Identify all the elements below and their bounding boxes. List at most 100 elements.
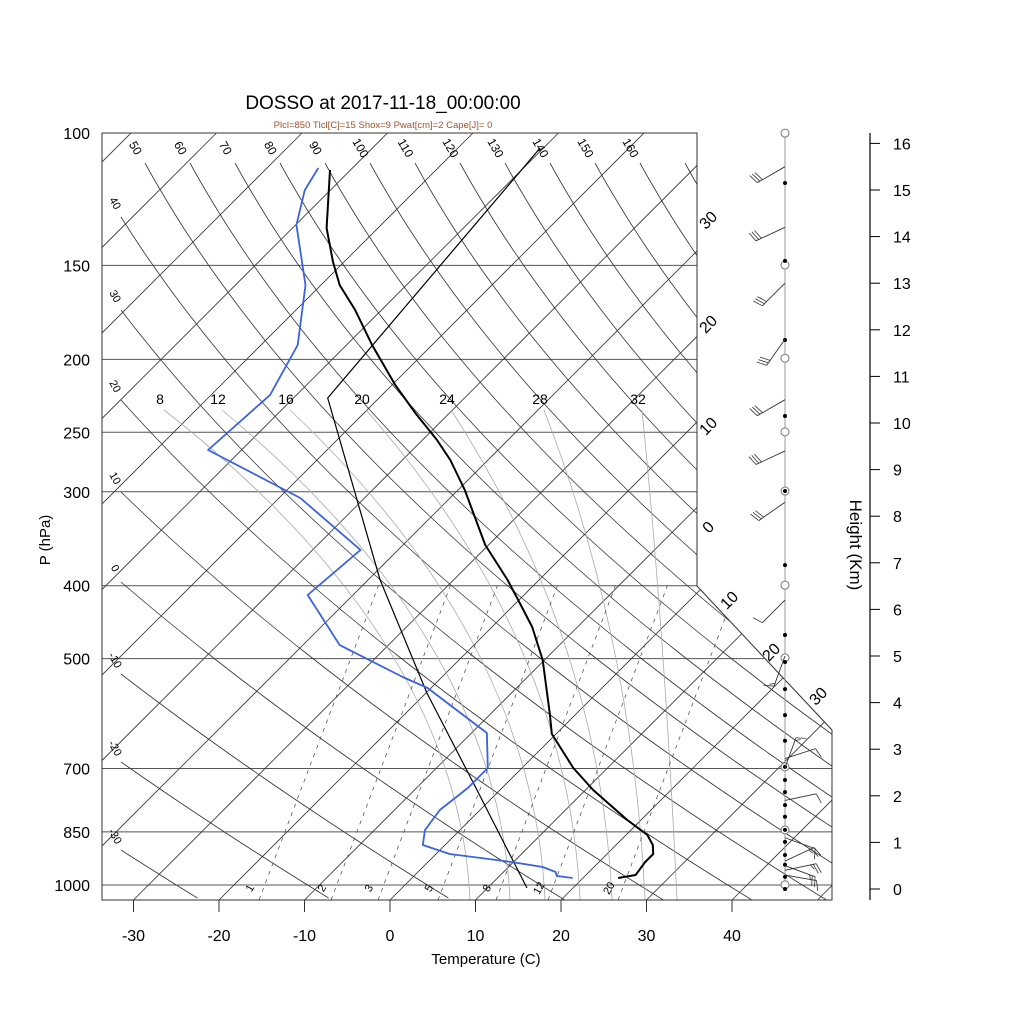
station-dot bbox=[783, 803, 787, 808]
dry-adiabat-line bbox=[189, 162, 832, 900]
wind-barb-feather bbox=[815, 793, 822, 804]
station-circle bbox=[780, 353, 790, 363]
wind-barb bbox=[784, 865, 816, 888]
dry-adiabat-line bbox=[459, 162, 832, 900]
moist-adiabat-line bbox=[163, 409, 471, 900]
dry-adiabat-line bbox=[594, 162, 832, 900]
wind-barb-shaft bbox=[784, 737, 797, 768]
dry-adiabat-label: -30 bbox=[105, 827, 123, 847]
temperature-tick-label: 10 bbox=[467, 928, 485, 945]
wind-profile bbox=[748, 128, 822, 891]
isotherm-line bbox=[560, 133, 832, 900]
station-dot bbox=[783, 814, 787, 819]
pressure-tick-label: 500 bbox=[63, 652, 90, 669]
station-dot bbox=[783, 660, 787, 665]
dry-adiabat-label: 20 bbox=[106, 378, 123, 395]
mixing-ratio-label: 2 bbox=[316, 883, 329, 894]
wind-barb bbox=[784, 748, 822, 759]
temperature-tick-label: 40 bbox=[723, 928, 741, 945]
isotherm-line bbox=[646, 133, 832, 900]
height-tick-label: 1 bbox=[893, 835, 902, 852]
pressure-tick-label: 250 bbox=[63, 425, 90, 442]
temperature-tick-label: -30 bbox=[122, 928, 145, 945]
wind-barb-shaft bbox=[784, 865, 816, 878]
isotherm-line bbox=[102, 133, 388, 900]
moist-adiabat-line bbox=[289, 409, 546, 900]
moist-adiabat-line bbox=[221, 409, 511, 900]
station-dot bbox=[783, 258, 787, 263]
wind-barb bbox=[748, 226, 786, 242]
moist-adiabat-label: 28 bbox=[532, 391, 548, 407]
station-circle bbox=[780, 128, 790, 138]
height-tick-label: 16 bbox=[893, 136, 911, 153]
mixing-ratio-label: 20 bbox=[601, 880, 618, 897]
chart-title: DOSSO at 2017-11-18_00:00:00 bbox=[245, 93, 520, 114]
moist-adiabat-label: 32 bbox=[630, 391, 646, 407]
wind-barb-shaft bbox=[784, 847, 815, 862]
moist-adiabat-line bbox=[641, 409, 678, 900]
wind-barb bbox=[749, 166, 786, 184]
wind-barb-feather bbox=[763, 685, 775, 687]
wind-barb-shaft bbox=[784, 793, 817, 801]
station-dot bbox=[783, 563, 787, 568]
wind-barb bbox=[784, 874, 819, 891]
dry-adiabat-label: 10 bbox=[106, 470, 123, 487]
mixing-ratio-label: 8 bbox=[481, 883, 494, 894]
wind-barb-feather bbox=[814, 876, 816, 888]
wind-barb-feather bbox=[816, 880, 819, 891]
pressure-tick-label: 100 bbox=[63, 126, 90, 143]
height-tick-label: 14 bbox=[893, 230, 911, 247]
wind-barb-shaft bbox=[755, 450, 786, 465]
mixing-ratio-line bbox=[377, 585, 498, 900]
height-tick-label: 8 bbox=[893, 509, 902, 526]
wind-barb bbox=[763, 655, 786, 687]
pressure-tick-label: 300 bbox=[63, 485, 90, 502]
wind-barb bbox=[749, 399, 786, 417]
pressure-tick-label: 700 bbox=[63, 762, 90, 779]
isotherm-line bbox=[102, 133, 816, 900]
wind-barb-feather bbox=[754, 453, 762, 463]
station-dot bbox=[783, 633, 787, 638]
wind-barb bbox=[784, 847, 822, 862]
wind-barb-feather bbox=[749, 408, 758, 416]
station-dot bbox=[783, 777, 787, 782]
wind-barb-shaft bbox=[762, 282, 786, 307]
height-tick-label: 5 bbox=[893, 649, 902, 666]
wind-barb-feather bbox=[748, 232, 757, 242]
dry-adiabat-label: 80 bbox=[261, 139, 280, 158]
wind-barb-shaft bbox=[784, 748, 816, 759]
chart-subtitle: Plcl=850 Tlcl[C]=15 Shox=9 Pwat[cm]=2 Ca… bbox=[274, 120, 493, 131]
dry-adiabat-label: 50 bbox=[126, 139, 145, 158]
wind-barb-feather bbox=[754, 405, 763, 413]
wind-barb bbox=[756, 338, 786, 366]
station-dot bbox=[783, 738, 787, 743]
wind-barb-feather bbox=[760, 356, 771, 361]
temperature-tick-label: 30 bbox=[638, 928, 656, 945]
wind-barb bbox=[784, 837, 816, 860]
isotherm-label: 10 bbox=[718, 588, 743, 613]
station-dot bbox=[783, 852, 787, 857]
wind-barb-feather bbox=[754, 172, 763, 180]
height-tick-label: 4 bbox=[893, 696, 902, 713]
wind-barb bbox=[784, 863, 822, 874]
wind-barb-feather bbox=[811, 875, 813, 887]
wind-barb-feather bbox=[751, 455, 760, 464]
wind-barb-shaft bbox=[784, 837, 816, 850]
temperature-tick-label: 20 bbox=[552, 928, 570, 945]
height-axis-label: Height (Km) bbox=[846, 500, 865, 591]
station-dot bbox=[783, 887, 787, 891]
moist-adiabat-label: 12 bbox=[210, 391, 226, 407]
station-dot bbox=[783, 839, 787, 844]
station-circle bbox=[780, 427, 790, 437]
dry-adiabat-line bbox=[234, 162, 832, 900]
height-tick-label: 9 bbox=[893, 463, 902, 480]
wind-barb-shaft bbox=[784, 874, 817, 882]
wind-barb-feather bbox=[752, 617, 763, 624]
wind-barb-shaft bbox=[773, 655, 786, 687]
wind-barb-shaft bbox=[766, 338, 786, 366]
isotherm-line bbox=[102, 133, 217, 900]
wind-barb-feather bbox=[752, 173, 761, 182]
isotherm-label: 20 bbox=[760, 640, 785, 665]
